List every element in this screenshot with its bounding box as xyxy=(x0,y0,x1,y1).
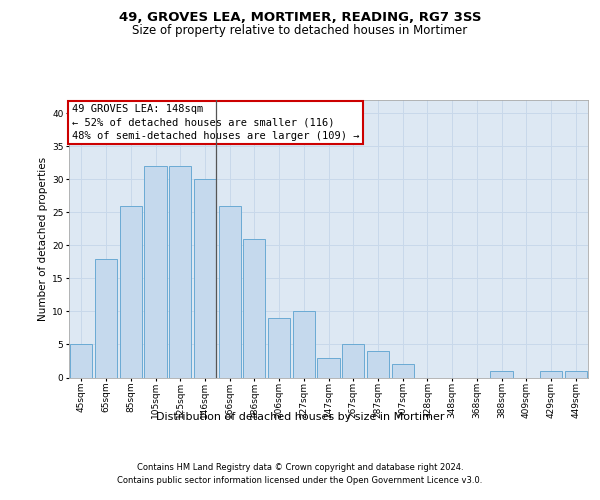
Bar xyxy=(119,206,142,378)
Bar xyxy=(565,371,587,378)
Bar xyxy=(218,206,241,378)
Text: Contains public sector information licensed under the Open Government Licence v3: Contains public sector information licen… xyxy=(118,476,482,485)
Text: Contains HM Land Registry data © Crown copyright and database right 2024.: Contains HM Land Registry data © Crown c… xyxy=(137,462,463,471)
Bar xyxy=(540,371,562,378)
Bar xyxy=(317,358,340,378)
Text: Distribution of detached houses by size in Mortimer: Distribution of detached houses by size … xyxy=(156,412,444,422)
Text: Size of property relative to detached houses in Mortimer: Size of property relative to detached ho… xyxy=(133,24,467,37)
Bar xyxy=(145,166,167,378)
Bar xyxy=(268,318,290,378)
Bar xyxy=(367,351,389,378)
Text: 49 GROVES LEA: 148sqm
← 52% of detached houses are smaller (116)
48% of semi-det: 49 GROVES LEA: 148sqm ← 52% of detached … xyxy=(71,104,359,141)
Bar xyxy=(243,239,265,378)
Bar xyxy=(194,180,216,378)
Bar xyxy=(70,344,92,378)
Y-axis label: Number of detached properties: Number of detached properties xyxy=(38,156,48,321)
Bar xyxy=(95,258,117,378)
Text: 49, GROVES LEA, MORTIMER, READING, RG7 3SS: 49, GROVES LEA, MORTIMER, READING, RG7 3… xyxy=(119,11,481,24)
Bar xyxy=(293,312,315,378)
Bar xyxy=(342,344,364,378)
Bar xyxy=(392,364,414,378)
Bar xyxy=(490,371,512,378)
Bar xyxy=(169,166,191,378)
